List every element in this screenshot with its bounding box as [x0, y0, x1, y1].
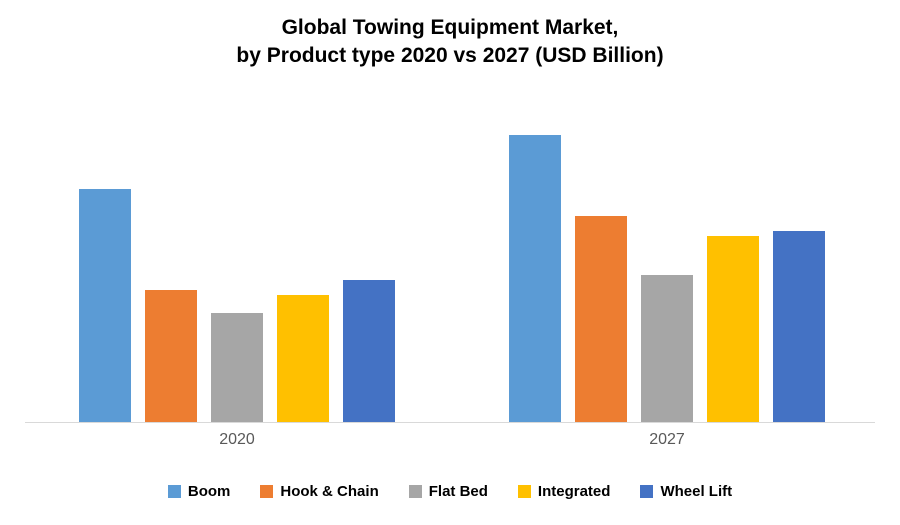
bar-flat-bed-2020: [211, 312, 263, 422]
legend-label: Integrated: [537, 482, 611, 500]
bar-flat-bed-2027: [641, 274, 693, 422]
bar-group-2020: [79, 188, 395, 422]
legend-label: Flat Bed: [428, 482, 488, 500]
chart-container: Global Towing Equipment Market, by Produ…: [0, 14, 900, 525]
legend-item-boom: Boom: [167, 482, 231, 500]
bar-integrated-2020: [277, 294, 329, 422]
bar-hook-chain-2020: [145, 289, 197, 422]
legend-swatch-icon: [408, 484, 422, 498]
legend-item-flat-bed: Flat Bed: [408, 482, 488, 500]
legend-label: Wheel Lift: [660, 482, 733, 500]
bar-wheel-lift-2020: [343, 279, 395, 422]
legend-item-integrated: Integrated: [517, 482, 611, 500]
bar-wheel-lift-2027: [773, 230, 825, 422]
legend-item-hook-chain: Hook & Chain: [260, 482, 379, 500]
bar-group-2027: [509, 134, 825, 422]
bar-hook-chain-2027: [575, 215, 627, 422]
legend-item-wheel-lift: Wheel Lift: [640, 483, 732, 500]
x-axis-labels: 2020 2027: [25, 423, 875, 449]
x-axis-label-2027: 2027: [649, 430, 685, 448]
x-axis-label-2020: 2020: [219, 430, 255, 448]
bar-boom-2020: [79, 188, 131, 422]
legend-label: Hook & Chain: [280, 482, 379, 500]
legend-swatch-icon: [260, 484, 274, 498]
legend-swatch-icon: [640, 484, 654, 498]
bar-integrated-2027: [707, 235, 759, 422]
bar-boom-2027: [509, 134, 561, 422]
legend-swatch-icon: [167, 484, 181, 498]
legend: Boom Hook & Chain Flat Bed Integrated Wheel …: [0, 483, 900, 500]
plot-area: [25, 111, 875, 423]
chart-title-line2: by Product type 2020 vs 2027 (USD Billio…: [236, 44, 664, 68]
chart-title-line1: Global Towing Equipment Market,: [281, 16, 619, 39]
legend-label: Boom: [187, 482, 231, 500]
legend-swatch-icon: [517, 484, 531, 498]
chart-title: Global Towing Equipment Market, by Produ…: [0, 14, 900, 71]
